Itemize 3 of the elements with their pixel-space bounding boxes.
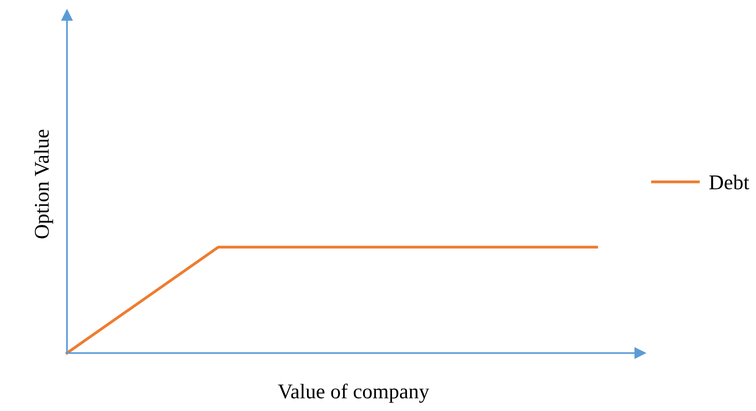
legend-label: Debt [709,174,750,190]
x-axis-title: Value of company [278,384,430,403]
y-axis-title: Option Value [34,130,54,238]
